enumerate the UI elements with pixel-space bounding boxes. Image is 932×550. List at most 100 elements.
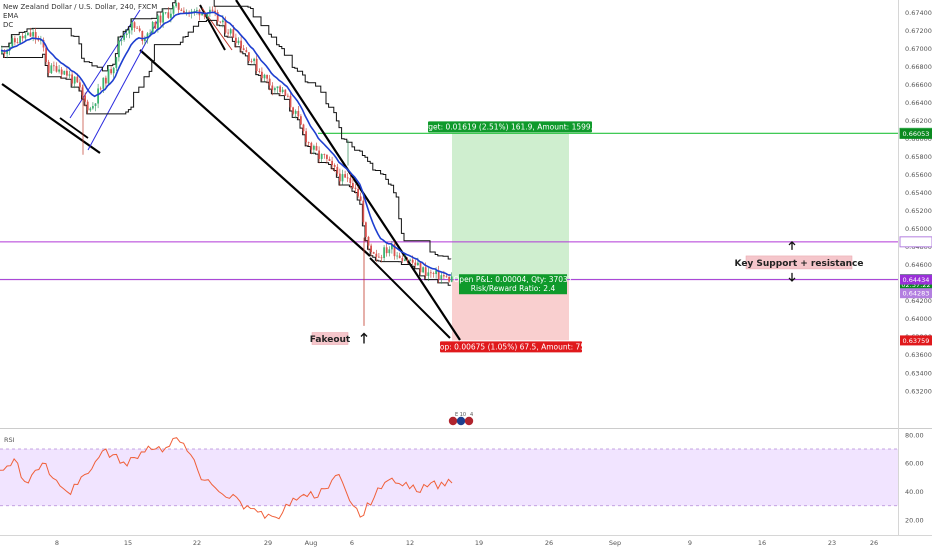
candle-body[interactable] [305, 131, 307, 143]
candle-body[interactable] [19, 35, 21, 44]
candle-body[interactable] [40, 40, 42, 41]
candle-body[interactable] [250, 61, 253, 62]
candle-body[interactable] [255, 58, 258, 72]
candle-body[interactable] [391, 244, 393, 250]
candle-body[interactable] [58, 69, 60, 72]
fakeout-label-box[interactable] [311, 332, 349, 345]
candle-body[interactable] [378, 256, 380, 258]
target-label-box[interactable] [428, 121, 592, 133]
candle-body[interactable] [313, 145, 315, 150]
candle-body[interactable] [34, 32, 37, 40]
candle-body[interactable] [414, 262, 417, 266]
candle-body[interactable] [216, 12, 219, 22]
candle-body[interactable] [432, 273, 435, 275]
candle-body[interactable] [53, 65, 55, 67]
candle-body[interactable] [136, 27, 138, 29]
candle-body[interactable] [68, 74, 71, 76]
candle-body[interactable] [6, 50, 8, 54]
ema-line[interactable] [0, 11, 451, 276]
candle-body[interactable] [162, 12, 164, 23]
candle-body[interactable] [424, 267, 427, 276]
candle-body[interactable] [380, 257, 383, 259]
candle-body[interactable] [237, 40, 240, 44]
candle-body[interactable] [144, 38, 146, 42]
candle-body[interactable] [276, 86, 279, 89]
candle-body[interactable] [89, 108, 92, 111]
candle-body[interactable] [443, 275, 445, 277]
trendline[interactable] [139, 49, 371, 257]
candle-body[interactable] [151, 22, 154, 33]
candle-body[interactable] [214, 10, 216, 13]
candle-body[interactable] [409, 259, 411, 261]
candle-body[interactable] [16, 42, 19, 44]
trendline[interactable] [369, 257, 451, 339]
candle-body[interactable] [125, 33, 128, 35]
candle-body[interactable] [388, 249, 391, 254]
candle-body[interactable] [437, 270, 440, 280]
candle-body[interactable] [279, 86, 281, 92]
candle-body[interactable] [346, 177, 349, 179]
candle-body[interactable] [21, 35, 24, 39]
candle-body[interactable] [242, 48, 245, 51]
candle-body[interactable] [183, 10, 185, 13]
candle-body[interactable] [419, 262, 422, 273]
candle-body[interactable] [222, 20, 224, 23]
candle-body[interactable] [73, 76, 76, 84]
candle-body[interactable] [258, 71, 261, 72]
candle-body[interactable] [354, 187, 357, 189]
candle-body[interactable] [266, 74, 268, 79]
candle-body[interactable] [107, 69, 110, 84]
candle-body[interactable] [71, 74, 73, 84]
price-tag-box[interactable] [900, 335, 932, 346]
candle-body[interactable] [375, 253, 378, 257]
candle-body[interactable] [274, 88, 276, 91]
candle-body[interactable] [365, 222, 367, 237]
candle-body[interactable] [193, 11, 196, 12]
candle-body[interactable] [349, 178, 352, 184]
candle-body[interactable] [430, 272, 432, 274]
candle-body[interactable] [448, 276, 450, 282]
candle-body[interactable] [401, 258, 404, 261]
candle-body[interactable] [118, 40, 120, 58]
candle-body[interactable] [333, 165, 336, 167]
candle-body[interactable] [50, 65, 53, 74]
candle-body[interactable] [63, 70, 66, 75]
candle-body[interactable] [229, 29, 232, 34]
candle-body[interactable] [175, 2, 177, 7]
support-label-box[interactable] [745, 255, 853, 270]
candle-body[interactable] [99, 88, 102, 90]
candle-body[interactable] [370, 245, 372, 253]
candle-body[interactable] [45, 47, 47, 62]
candle-body[interactable] [60, 69, 63, 75]
stop-label-box[interactable] [440, 341, 582, 353]
candle-body[interactable] [385, 247, 388, 254]
candle-body[interactable] [372, 252, 375, 254]
candle-body[interactable] [315, 145, 318, 151]
candle-body[interactable] [227, 32, 229, 34]
candle-body[interactable] [396, 255, 398, 257]
candle-body[interactable] [146, 33, 149, 39]
candle-body[interactable] [248, 52, 250, 62]
candle-body[interactable] [110, 69, 112, 74]
candle-body[interactable] [177, 2, 180, 10]
candle-body[interactable] [331, 160, 333, 166]
candle-body[interactable] [81, 87, 84, 96]
candle-body[interactable] [32, 32, 34, 37]
candle-body[interactable] [383, 247, 385, 259]
price-tag-box[interactable] [899, 236, 932, 248]
candle-body[interactable] [240, 40, 242, 49]
candle-body[interactable] [245, 50, 248, 53]
candle-body[interactable] [84, 95, 86, 102]
candle-body[interactable] [97, 88, 99, 104]
candle-body[interactable] [203, 12, 206, 17]
candle-body[interactable] [404, 259, 406, 261]
candle-body[interactable] [294, 110, 297, 114]
open-pl-box[interactable] [459, 274, 567, 295]
candle-body[interactable] [357, 188, 359, 197]
candle-body[interactable] [302, 124, 305, 132]
candle-body[interactable] [120, 39, 123, 41]
candle-body[interactable] [206, 13, 209, 17]
candle-body[interactable] [427, 272, 430, 276]
candle-body[interactable] [86, 101, 89, 111]
